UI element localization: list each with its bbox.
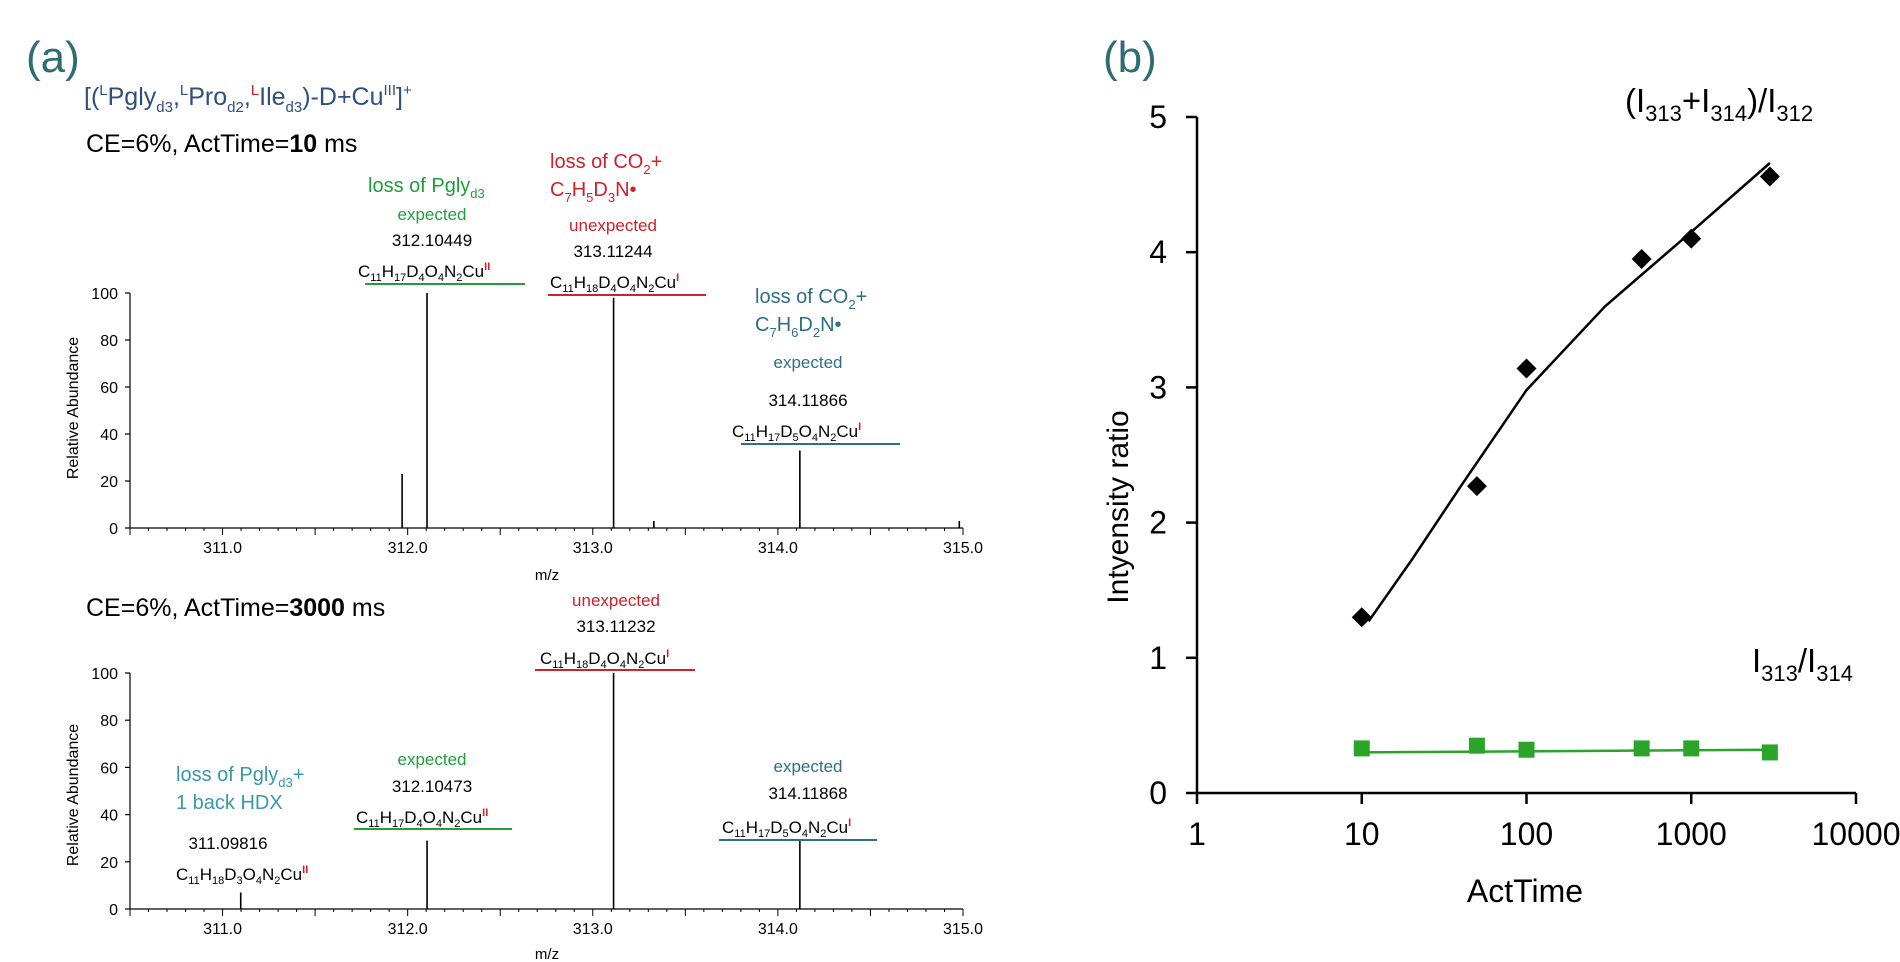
bottom-xlabel: m/z [535,946,559,962]
b-trend-line-0 [1367,162,1771,623]
bottom-peak2-mass: 313.11232 [576,617,655,636]
b-x-tick-label: 1 [1188,816,1206,852]
top-y-tick-label: 100 [91,286,118,303]
panel-b-ylabel: Intyensity ratio [1102,410,1135,603]
bottom-y-tick-label: 20 [100,855,118,872]
top-x-tick-label: 312.0 [388,540,428,557]
b-point-square [1518,741,1535,758]
spectrum-top: CE=6%, ActTime=10 ms Relative Abundance … [65,130,983,584]
top-x-tick-label: 315.0 [943,540,983,557]
bottom-y-tick-label: 40 [100,808,118,825]
top-peak1-tag: expected [398,205,467,224]
top-ylabel: Relative Abundance [65,337,82,479]
panel-b-label: (b) [1103,33,1157,82]
bottom-condition: CE=6%, ActTime=3000 ms [86,594,385,622]
bottom-peak0-label-line1: loss of Pglyd3+ [176,764,304,790]
bottom-x-tick-label: 313.0 [573,921,613,938]
top-xlabel: m/z [535,567,559,584]
b-point-diamond [1351,607,1372,628]
top-peak1-label: loss of Pglyd3 [368,175,485,201]
bottom-peak1-tag: expected [398,750,467,769]
b-x-tick-label: 1000 [1656,816,1727,852]
top-peak3-tag: expected [774,353,843,372]
top-peak3-label-line1: loss of CO2+ [755,286,867,312]
top-peak3-mass: 314.11866 [768,391,847,410]
panel-a-label: (a) [26,33,80,82]
top-peak3-label-line2: C7H6D2N• [755,314,842,340]
b-point-square [1683,740,1700,757]
panel-b-series [1351,162,1780,761]
top-y-tick-label: 60 [100,380,118,397]
bottom-peak0-mass: 311.09816 [188,834,267,853]
bottom-peak3-tag: expected [774,757,843,776]
bottom-peak1-formula: C11H17D4O4N2CuII [356,807,488,830]
b-y-tick-label: 0 [1149,775,1167,811]
b-x-tick-label: 10 [1344,816,1380,852]
bottom-y-tick-label: 80 [100,713,118,730]
b-point-diamond [1466,476,1487,497]
series-label-ratio-313-314: I313/I314 [1752,642,1853,686]
bottom-peak3-mass: 314.11868 [768,784,847,803]
top-peak1-formula: C11H17D4O4N2CuII [358,261,490,284]
bottom-y-tick-label: 0 [109,902,118,919]
b-point-diamond [1681,228,1702,249]
panel-a: (a) [(LPglyd3,LProd2,LIled3)-D+CuIII]+ C… [26,33,983,962]
panel-b-xlabel: ActTime [1467,873,1583,909]
bottom-peak0-formula: C11H18D3O4N2CuII [176,864,308,887]
b-point-diamond [1631,248,1652,269]
bottom-y-tick-label: 100 [91,666,118,683]
top-y-tick-label: 0 [109,521,118,538]
top-peak1-mass: 312.10449 [392,231,472,250]
b-point-diamond [1759,166,1780,187]
b-point-square [1468,737,1485,754]
b-x-tick-label: 10000 [1812,816,1900,852]
top-peak2-label-line1: loss of CO2+ [550,151,662,177]
b-y-tick-label: 3 [1149,369,1167,405]
panel-a-ion-title: [(LPglyd3,LProd2,LIled3)-D+CuIII]+ [84,82,412,116]
b-y-tick-label: 2 [1149,505,1167,541]
bottom-peak3-formula: C11H17D5O4N2CuI [722,817,851,840]
top-x-tick-label: 314.0 [758,540,798,557]
bottom-peak0-label-line2: 1 back HDX [176,792,283,814]
top-y-tick-label: 20 [100,474,118,491]
top-y-tick-label: 40 [100,427,118,444]
top-condition: CE=6%, ActTime=10 ms [86,130,357,158]
top-x-tick-label: 311.0 [203,540,242,557]
b-y-tick-label: 5 [1149,99,1167,135]
bottom-x-tick-label: 312.0 [388,921,428,938]
top-peak2-tag: unexpected [569,216,657,235]
bottom-x-tick-label: 314.0 [758,921,798,938]
top-axes: 0 20 40 60 80 100 311.0 312.0 313.0 314.0 315.0 [91,286,983,557]
top-y-tick-label: 80 [100,333,118,350]
b-trend-line-1 [1361,748,1770,754]
bottom-axes: 0 20 40 60 80 100 311.0 312.0 313.0 314.0 315.0 [91,666,983,938]
b-point-square [1633,740,1650,757]
top-peak3-formula: C11H17D5O4N2CuI [732,421,861,444]
top-peak2-formula: C11H18D4O4N2CuI [550,272,679,295]
b-y-tick-label: 4 [1149,234,1167,270]
b-point-square [1761,744,1778,761]
bottom-y-tick-label: 60 [100,760,118,777]
top-peaks [401,293,961,528]
bottom-peak2-formula: C11H18D4O4N2CuI [540,648,669,671]
b-y-tick-label: 1 [1149,640,1167,676]
bottom-peak1-mass: 312.10473 [392,777,472,796]
top-peak2-label-line2: C7H5D3N• [550,179,637,205]
b-point-square [1353,740,1370,757]
bottom-x-tick-label: 315.0 [943,921,983,938]
bottom-peaks [239,673,801,909]
spectrum-bottom: CE=6%, ActTime=3000 ms Relative Abundanc… [65,591,983,962]
bottom-ylabel: Relative Abundance [65,724,82,866]
top-peak2-mass: 313.11244 [573,242,652,261]
bottom-x-tick-label: 311.0 [203,921,242,938]
b-point-diamond [1516,358,1537,379]
b-x-tick-label: 100 [1500,816,1553,852]
bottom-peak2-tag: unexpected [572,591,660,610]
top-x-tick-label: 313.0 [573,540,613,557]
series-label-ratio-sum: (I313+I314)/I312 [1625,82,1813,126]
